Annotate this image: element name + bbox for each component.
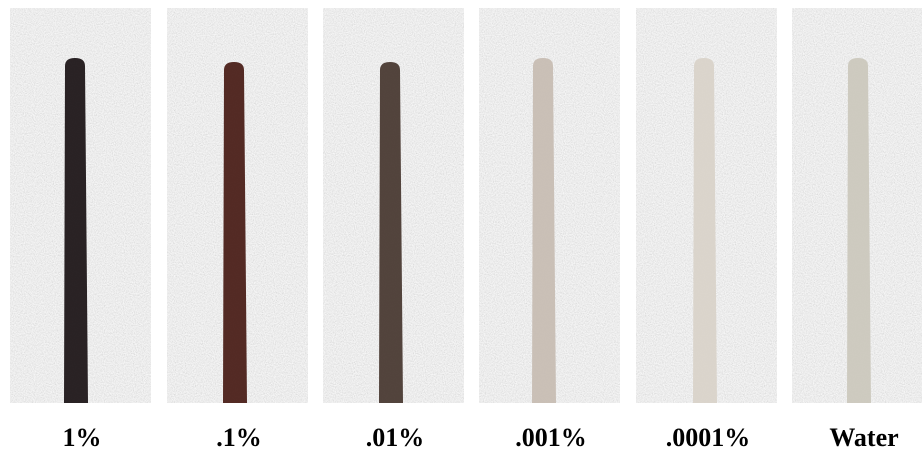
- panel-label: 1%: [63, 423, 102, 450]
- panel-label: .0001%: [666, 423, 751, 450]
- panel-label: .01%: [366, 423, 425, 450]
- panel-label: Water: [829, 423, 898, 450]
- strip: [64, 58, 88, 403]
- strip: [379, 62, 403, 403]
- panel-label: .001%: [515, 423, 587, 450]
- strip: [693, 58, 717, 403]
- strip: [532, 58, 556, 403]
- figure: 1% .1% .01% .001% .0001% Water: [0, 0, 922, 450]
- panel-label: .1%: [216, 423, 262, 450]
- strip: [223, 62, 247, 403]
- strip: [847, 58, 871, 403]
